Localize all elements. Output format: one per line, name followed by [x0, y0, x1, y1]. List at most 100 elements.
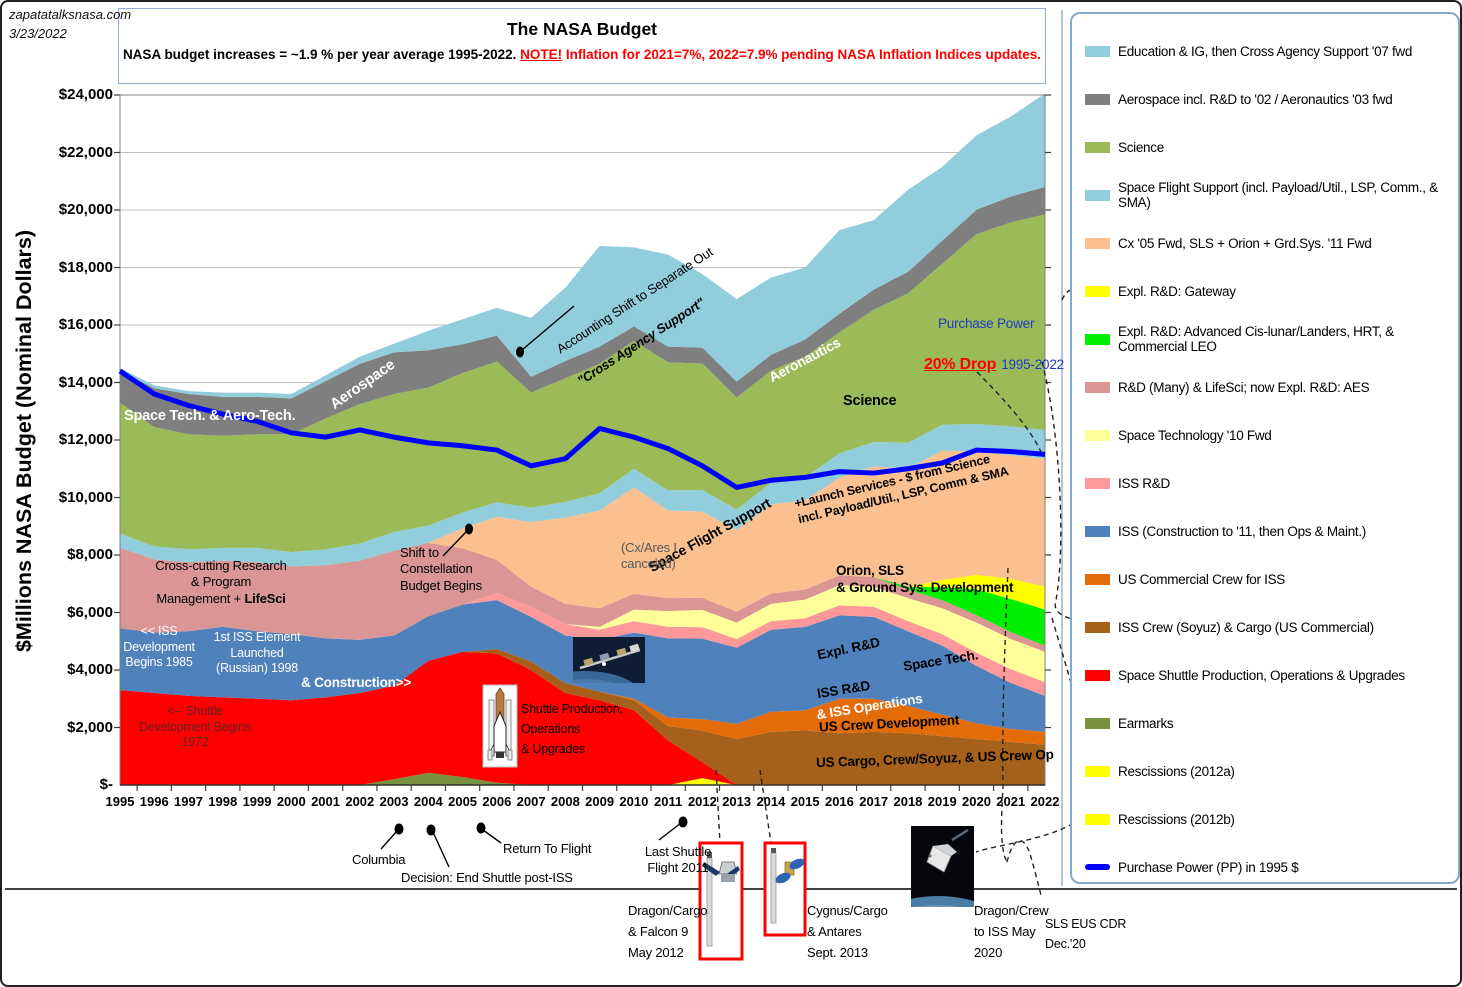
area-space-flight-support-incl-payload-util-lsp-comm-sma-: [120, 423, 1045, 567]
label-dragon-cargo-falcon9: Dragon/Cargo & Falcon 9 May 2012: [628, 903, 708, 960]
legend-label: Expl. R&D: Gateway: [1118, 283, 1236, 299]
y-tick-label: $2,000: [67, 718, 113, 736]
label-decision-end-shuttle: Decision: End Shuttle post-ISS: [401, 870, 573, 885]
shuttle-clipart-image: [482, 684, 518, 768]
subtitle-prefix: NASA budget increases = ~1.9 % per year …: [122, 47, 521, 62]
legend-label: ISS (Construction to '11, then Ops & Mai…: [1118, 523, 1366, 539]
x-tick-label: 2010: [619, 794, 649, 809]
x-tick-label: 2004: [413, 794, 443, 809]
legend-item: ISS Crew (Soyuz) & Cargo (US Commercial): [1085, 603, 1458, 651]
y-tick-label: $-: [99, 776, 113, 793]
x-tick-label: 2012: [687, 794, 717, 809]
label-purchase-power: Purchase Power: [938, 316, 1035, 331]
legend-label: ISS Crew (Soyuz) & Cargo (US Commercial): [1118, 619, 1374, 635]
y-tick-label: $8,000: [67, 546, 113, 563]
x-tick-label: 1999: [242, 794, 272, 809]
x-tick-label: 2009: [585, 794, 615, 809]
legend-item: Expl. R&D: Advanced Cis-lunar/Landers, H…: [1085, 315, 1458, 363]
legend-swatch-box: [1085, 477, 1110, 489]
legend-swatch-box: [1085, 93, 1110, 105]
legend-label: Aerospace incl. R&D to '02 / Aeronautics…: [1118, 91, 1393, 107]
legend-swatch-box: [1085, 813, 1110, 825]
area-education-ig-then-cross-agency-support-07-fwd: [120, 93, 1045, 399]
y-tick-label: $4,000: [67, 661, 113, 678]
legend-swatch-box: [1085, 285, 1110, 297]
x-tick-label: 2013: [722, 794, 752, 809]
legend-item: Expl. R&D: Gateway: [1085, 267, 1458, 315]
y-tick-label: $6,000: [67, 603, 113, 621]
legend-item: Rescissions (2012b): [1085, 795, 1458, 843]
label-sls-eus-cdr: SLS EUS CDR Dec.'20: [1045, 917, 1127, 951]
crew-dragon-photo-image: [911, 826, 974, 907]
label-iss-construction: & Construction>>: [301, 675, 412, 690]
label-space-tech-aero-tech: Space Tech. & Aero-Tech.: [124, 408, 296, 424]
legend-label: Purchase Power (PP) in 1995 $: [1118, 859, 1299, 875]
legend-label: Space Shuttle Production, Operations & U…: [1118, 667, 1405, 683]
legend-label: Education & IG, then Cross Agency Suppor…: [1118, 43, 1413, 59]
legend-item: R&D (Many) & LifeSci; now Expl. R&D: AES: [1085, 363, 1458, 411]
pp-drop-years: 1995-2022: [1001, 356, 1064, 372]
y-tick-label: $20,000: [58, 201, 113, 218]
legend-item: ISS (Construction to '11, then Ops & Mai…: [1085, 507, 1458, 555]
legend-item: Science: [1085, 123, 1458, 171]
legend-swatch-box: [1085, 717, 1110, 729]
legend-item: Education & IG, then Cross Agency Suppor…: [1085, 27, 1458, 75]
legend-item: ISS R&D: [1085, 459, 1458, 507]
legend-item: Space Flight Support (incl. Payload/Util…: [1085, 171, 1458, 219]
y-axis-title: $Millions NASA Budget (Nominal Dollars): [12, 229, 36, 653]
area-space-technology-10-fwd: [120, 585, 1045, 683]
legend-label: Space Flight Support (incl. Payload/Util…: [1118, 180, 1438, 210]
legend-swatch-box: [1085, 141, 1110, 153]
x-tick-label: 2022: [1030, 794, 1060, 809]
legend-items: Education & IG, then Cross Agency Suppor…: [1072, 14, 1458, 891]
label-cross-cutting-research: Cross-cutting Research & Program Managem…: [130, 558, 312, 607]
x-tick-label: 2020: [962, 794, 991, 809]
label-shift-to-constellation: Shift to Constellation Budget Begins: [400, 545, 482, 593]
area-cx-05-fwd-sls-orion-grd-sys-11-fwd: [120, 450, 1045, 612]
label-science-band: Science: [843, 393, 897, 409]
plot-area: [114, 93, 1051, 791]
y-tick-label: $18,000: [58, 258, 113, 276]
iss-photo-image: [573, 637, 645, 683]
subtitle-inflation-note: Inflation for 2021=7%, 2022=7.9% pending…: [562, 47, 1042, 62]
cygnus-antares-image: [763, 841, 807, 937]
legend-swatch-box: [1085, 765, 1110, 777]
y-tick-label: $10,000: [58, 488, 113, 506]
date-label: 3/23/2022: [9, 26, 67, 41]
legend-label: Rescissions (2012b): [1118, 811, 1235, 827]
area-us-commercial-crew-for-iss: [120, 649, 1045, 745]
x-tick-label: 2002: [345, 794, 375, 809]
y-tick-label: $14,000: [58, 373, 113, 391]
label-return-to-flight: Return To Flight: [503, 841, 592, 856]
legend-label: Rescissions (2012a): [1118, 763, 1235, 779]
cross-cutting-text: Cross-cutting Research & Program Managem…: [155, 558, 287, 606]
legend-item: Aerospace incl. R&D to '02 / Aeronautics…: [1085, 75, 1458, 123]
x-tick-label: 2007: [516, 794, 546, 809]
legend-item: US Commercial Crew for ISS: [1085, 555, 1458, 603]
area-iss-r-d: [120, 592, 1045, 696]
y-tick-label: $16,000: [58, 316, 113, 333]
legend-label: Expl. R&D: Advanced Cis-lunar/Landers, H…: [1118, 324, 1394, 354]
legend: Education & IG, then Cross Agency Suppor…: [1070, 12, 1460, 884]
legend-swatch-box: [1085, 381, 1110, 393]
source-url: zapatatalksnasa.com: [9, 7, 132, 22]
label-columbia: Columbia: [352, 852, 406, 867]
x-tick-label: 1997: [174, 794, 203, 809]
legend-label: US Commercial Crew for ISS: [1118, 571, 1285, 587]
x-tick-label: 2016: [824, 794, 854, 809]
legend-item: Purchase Power (PP) in 1995 $: [1085, 843, 1458, 891]
callout-leader-lines: [380, 305, 682, 868]
label-last-shuttle-flight: Last Shuttle Flight 2011: [644, 844, 712, 876]
legend-item: Space Technology '10 Fwd: [1085, 411, 1458, 459]
x-tick-label: 2000: [276, 794, 306, 809]
legend-swatch-box: [1085, 189, 1110, 201]
legend-label: ISS R&D: [1118, 475, 1170, 491]
legend-swatch-box: [1085, 45, 1110, 57]
x-tick-label: 2021: [996, 794, 1026, 809]
cross-cutting-lifesci: LifeSci: [244, 590, 286, 606]
x-tick-label: 2018: [893, 794, 923, 809]
legend-swatch-box: [1085, 669, 1110, 681]
label-shuttle-development: <-- Shuttle Development Begins 1972: [139, 704, 251, 750]
chart-title: The NASA Budget: [506, 19, 658, 39]
legend-swatch-box: [1085, 429, 1110, 441]
